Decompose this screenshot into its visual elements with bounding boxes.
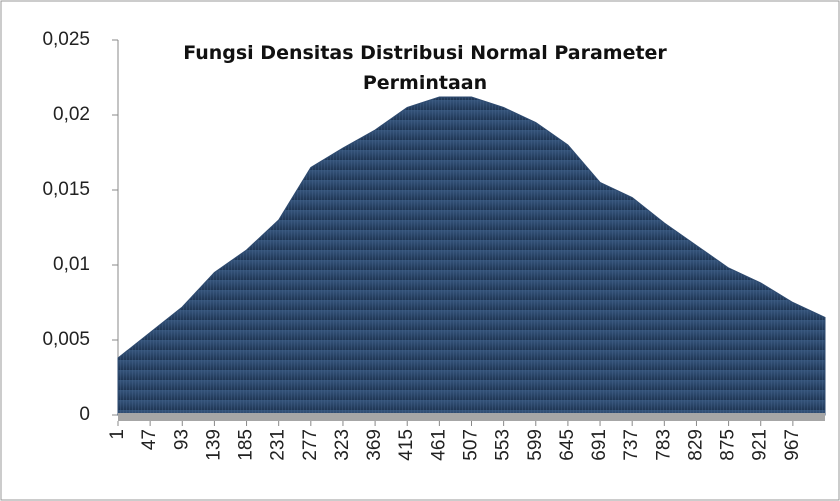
- x-tick-label: 553: [493, 429, 514, 461]
- x-axis-floor: [118, 413, 825, 421]
- x-tick-label: 231: [268, 429, 289, 461]
- y-tick-label: 0,025: [42, 29, 90, 50]
- x-tick-label: 93: [171, 429, 192, 450]
- area: [117, 96, 826, 416]
- x-tick-label: 783: [653, 429, 674, 461]
- x-tick-label: 507: [461, 429, 482, 461]
- x-tick-label: 875: [718, 429, 739, 461]
- x-tick-label: 323: [332, 429, 353, 461]
- x-tick-label: 185: [236, 429, 257, 461]
- x-tick-label: 139: [203, 429, 224, 461]
- y-tick-label: 0,01: [53, 254, 90, 275]
- chart-title: Fungsi Densitas Distribusi Normal Parame…: [183, 42, 667, 94]
- x-tick-label: 921: [750, 429, 771, 461]
- x-tick-label: 369: [364, 429, 385, 461]
- y-tick-label: 0,02: [53, 104, 90, 125]
- x-tick-label: 415: [396, 429, 417, 461]
- x-tick-label: 1: [107, 429, 128, 440]
- x-tick-label: 967: [782, 429, 803, 461]
- x-tick-label: 461: [428, 429, 449, 461]
- y-tick-label: 0: [79, 404, 90, 425]
- x-tick-label: 47: [139, 429, 160, 450]
- y-tick-label: 0,015: [42, 179, 90, 200]
- y-tick-label: 0,005: [42, 329, 90, 350]
- x-tick-label: 645: [557, 429, 578, 461]
- x-tick-label: 277: [300, 429, 321, 461]
- x-tick-label: 599: [525, 429, 546, 461]
- x-tick-label: 737: [621, 429, 642, 461]
- x-tick-label: 829: [685, 429, 706, 461]
- x-tick-label: 691: [589, 429, 610, 461]
